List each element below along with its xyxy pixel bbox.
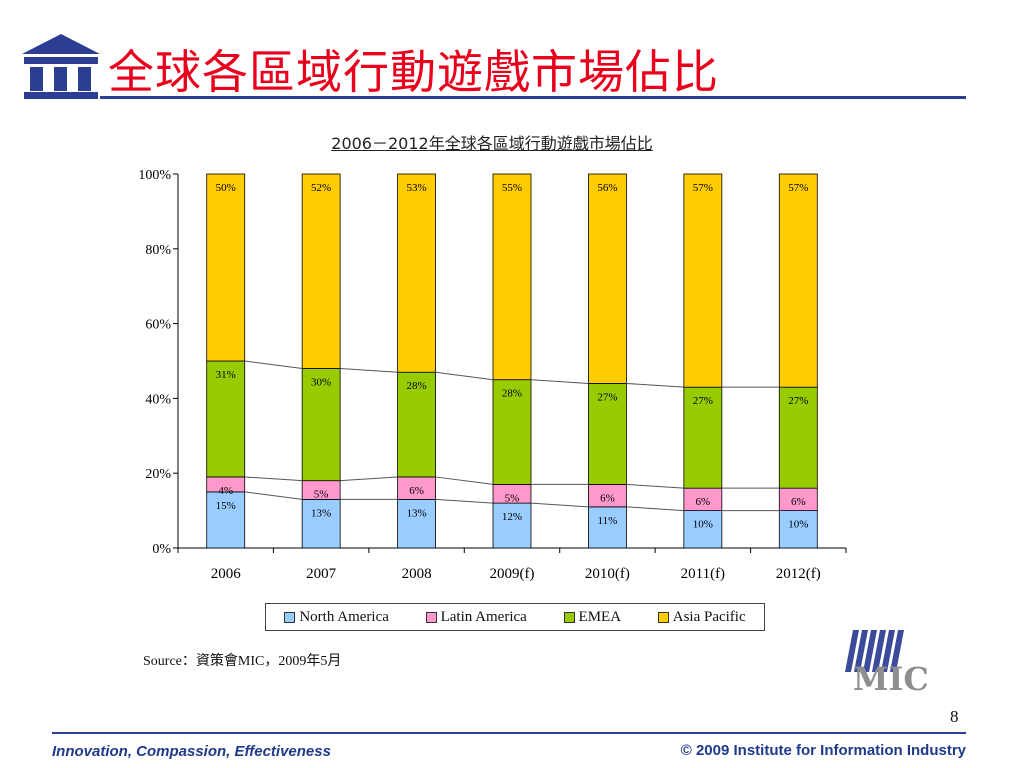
bar-segment [301,173,341,369]
bar-segment [206,360,246,478]
bar-segment [683,173,723,388]
series-connector-line [244,360,303,369]
title-divider [100,96,966,99]
x-category-label: 2006 [211,566,242,582]
data-label: 5% [505,492,520,504]
y-tick-label: 0% [152,542,171,557]
bar-segment [301,498,341,549]
data-label: 13% [311,507,331,519]
legend-item: EMEA [563,608,622,626]
source-note: Source：資策會MIC，2009年5月 [143,654,342,669]
data-label: 28% [502,388,522,400]
legend-swatch [563,611,575,623]
y-tick-label: 60% [145,318,171,333]
legend-label: EMEA [578,608,622,625]
data-label: 6% [696,496,711,508]
footer-copyright: © 2009 Institute for Information Industr… [680,742,966,759]
data-label: 52% [311,182,331,194]
bar-segment [397,173,436,373]
series-connector-line [435,476,494,485]
legend-swatch [425,611,437,623]
bar-segment [206,491,246,549]
bar-segment [492,502,532,549]
series-connector-line [340,476,398,482]
slide-title: 全球各區域行動遊戲市場佔比 [108,45,719,99]
data-label: 28% [406,380,426,392]
x-category-label: 2008 [402,566,432,582]
data-label: 6% [600,492,615,504]
bar-segment [397,498,436,549]
data-label: 10% [788,519,808,531]
legend-label: North America [299,608,389,625]
x-category-label: 2012(f) [776,566,821,582]
data-label: 6% [791,496,806,508]
page-number: 8 [950,707,959,726]
bar-segment [683,510,723,549]
x-category-label: 2009(f) [490,566,535,582]
legend-label: Latin America [440,608,527,625]
chart-title: 2006－2012年全球各區域行動遊戲市場佔比 [331,134,653,153]
series-connector-line [435,371,494,381]
bar-segment [492,173,532,381]
bar-segment [492,379,532,485]
data-label: 57% [788,182,808,194]
y-tick-label: 40% [145,392,171,407]
data-label: 13% [406,507,426,519]
data-label: 55% [502,182,522,194]
data-label: 57% [693,182,713,194]
series-connector-line [626,506,684,512]
data-label: 6% [409,485,424,497]
y-tick-label: 80% [145,243,171,258]
data-label: 50% [216,182,236,194]
bar-segment [588,383,627,485]
stacked-bar-chart: 0% 20% 40% 60% 80% 100% 15% 4% 31% 50% 13% 5% 30% 52%… [138,168,847,582]
legend-item: North America [284,609,389,626]
data-label: 12% [502,511,522,523]
bar-segment [588,506,627,549]
y-tick-label: 100% [138,168,171,183]
y-tick-label: 20% [145,467,171,482]
data-label: 27% [693,395,713,407]
series-connector-line [530,379,589,384]
chart-legend: North America Latin America EMEA Asia Pacif… [265,603,765,631]
legend-swatch [657,611,669,623]
data-label: 53% [406,182,426,194]
series-connector-line [435,498,494,504]
bar-segment [778,510,818,549]
bar-segment [778,386,818,489]
legend-item: Asia Pacific [657,608,746,626]
data-label: 30% [311,376,331,388]
footer-divider [52,732,966,734]
bar-segment [206,173,246,362]
svg-text:MIC: MIC [853,660,929,694]
x-category-label: 2010(f) [585,566,630,582]
bar-segment [778,173,818,388]
x-category-label: 2011(f) [681,566,725,582]
footer-tagline: Innovation, Compassion, Effectiveness [52,743,331,760]
data-label: 5% [314,489,329,501]
legend-label: Asia Pacific [672,608,746,625]
x-category-label: 2007 [306,566,337,582]
legend-item: Latin America [425,608,527,626]
series-connector-line [244,476,303,482]
series-connector-line [626,382,684,388]
bar-segment [588,173,627,384]
data-label: 11% [598,515,618,527]
data-label: 4% [218,485,233,497]
data-label: 27% [597,391,617,403]
legend-swatch [284,611,296,623]
series-connector-line [530,502,589,508]
institute-logo-icon [22,34,100,99]
data-label: 31% [216,369,236,381]
data-label: 56% [597,182,617,194]
data-label: 27% [788,395,808,407]
mic-logo-icon: MIC [845,630,929,694]
series-connector-line [244,491,303,500]
data-label: 15% [216,500,236,512]
series-connector-line [340,367,398,373]
series-connector-line [626,483,684,489]
data-label: 10% [693,519,713,531]
